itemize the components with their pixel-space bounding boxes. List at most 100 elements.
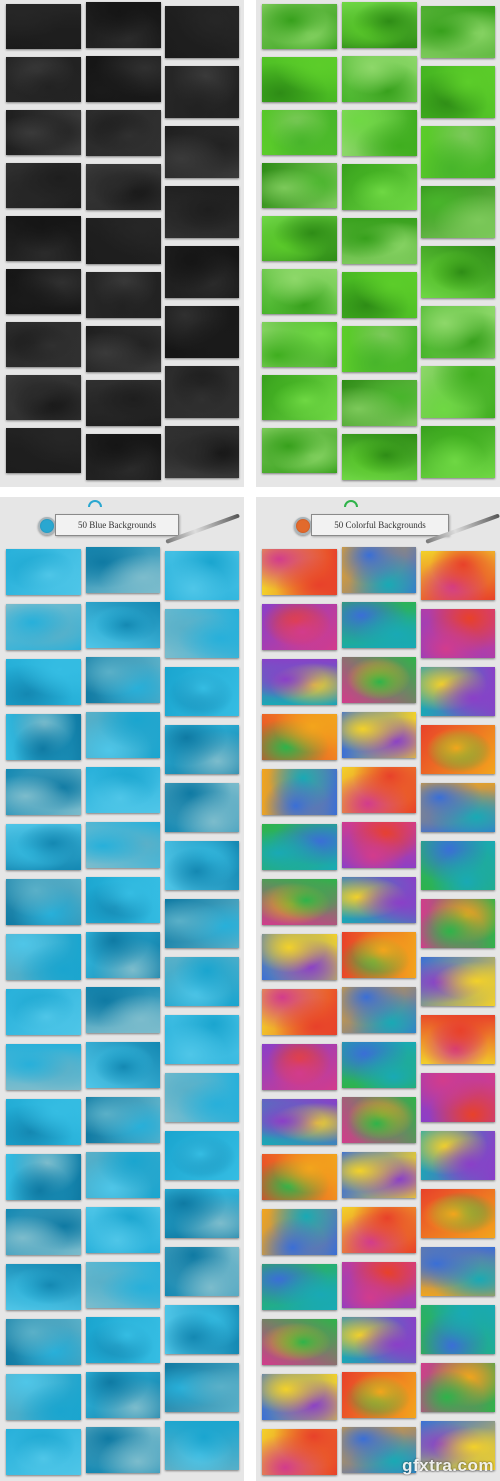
background-thumbnail	[262, 934, 337, 980]
background-thumbnail	[262, 604, 337, 650]
background-thumbnail	[421, 66, 495, 118]
background-thumbnail	[86, 712, 160, 758]
background-thumbnail	[342, 1042, 416, 1088]
background-thumbnail	[165, 725, 239, 774]
background-thumbnail	[6, 1099, 81, 1145]
background-thumbnail	[262, 714, 337, 760]
background-thumbnail	[421, 246, 495, 298]
background-thumbnail	[6, 4, 81, 49]
background-thumbnail	[342, 380, 417, 426]
background-thumbnail	[86, 110, 161, 156]
background-thumbnail	[86, 767, 160, 813]
background-thumbnail	[262, 163, 337, 208]
background-thumbnail	[421, 1073, 495, 1122]
background-thumbnail	[165, 1305, 239, 1354]
background-thumbnail	[342, 434, 417, 480]
background-thumbnail	[262, 1264, 337, 1310]
background-thumbnail	[421, 899, 495, 948]
background-thumbnail	[6, 1044, 81, 1090]
background-thumbnail	[421, 725, 495, 774]
background-thumbnail	[165, 6, 239, 58]
background-thumbnail	[165, 609, 239, 658]
background-thumbnail	[165, 957, 239, 1006]
background-thumbnail	[6, 57, 81, 102]
watermark: gfxtra.com	[402, 1456, 494, 1475]
background-thumbnail	[165, 1247, 239, 1296]
background-thumbnail	[262, 4, 337, 49]
background-thumbnail	[165, 1015, 239, 1064]
background-thumbnail	[262, 1044, 337, 1090]
background-thumbnail	[421, 6, 495, 58]
background-thumbnail	[342, 987, 416, 1033]
background-thumbnail	[421, 186, 495, 238]
panel-black-backgrounds	[0, 0, 244, 487]
background-thumbnail	[165, 841, 239, 890]
background-thumbnail	[342, 1152, 416, 1198]
background-thumbnail	[165, 899, 239, 948]
background-thumbnail	[86, 218, 161, 264]
background-thumbnail	[342, 1372, 416, 1418]
background-thumbnail	[421, 1015, 495, 1064]
color-badge-icon	[38, 517, 56, 535]
background-thumbnail	[421, 126, 495, 178]
background-thumbnail	[165, 126, 239, 178]
panel-green-backgrounds	[256, 0, 500, 487]
background-thumbnail	[421, 957, 495, 1006]
background-thumbnail	[86, 1262, 160, 1308]
background-thumbnail	[421, 1363, 495, 1412]
background-thumbnail	[165, 306, 239, 358]
background-thumbnail	[6, 216, 81, 261]
background-thumbnail	[342, 56, 417, 102]
background-thumbnail	[86, 164, 161, 210]
background-thumbnail	[421, 1189, 495, 1238]
background-thumbnail	[165, 366, 239, 418]
background-thumbnail	[6, 269, 81, 314]
background-thumbnail	[421, 426, 495, 478]
background-thumbnail	[6, 1319, 81, 1365]
background-thumbnail	[6, 604, 81, 650]
background-thumbnail	[6, 659, 81, 705]
background-thumbnail	[165, 551, 239, 600]
background-thumbnail	[165, 246, 239, 298]
background-thumbnail	[342, 932, 416, 978]
background-thumbnail	[421, 1305, 495, 1354]
background-thumbnail	[342, 110, 417, 156]
background-thumbnail	[262, 375, 337, 420]
background-thumbnail	[165, 667, 239, 716]
background-thumbnail	[6, 824, 81, 870]
background-thumbnail	[86, 56, 161, 102]
background-thumbnail	[342, 164, 417, 210]
background-thumbnail	[165, 1421, 239, 1470]
background-thumbnail	[262, 269, 337, 314]
background-thumbnail	[262, 1374, 337, 1420]
color-badge-icon	[294, 517, 312, 535]
background-thumbnail	[262, 428, 337, 473]
background-thumbnail	[262, 1429, 337, 1475]
background-thumbnail	[262, 1099, 337, 1145]
background-thumbnail	[421, 609, 495, 658]
background-thumbnail	[86, 2, 161, 48]
background-thumbnail	[165, 1189, 239, 1238]
background-thumbnail	[342, 657, 416, 703]
background-thumbnail	[421, 1247, 495, 1296]
background-thumbnail	[421, 841, 495, 890]
background-thumbnail	[86, 932, 160, 978]
badge-top-icon	[88, 500, 102, 507]
background-thumbnail	[6, 110, 81, 155]
background-thumbnail	[342, 326, 417, 372]
panel-title: 50 Colorful Backgrounds	[311, 514, 449, 536]
background-thumbnail	[86, 1427, 160, 1473]
background-thumbnail	[342, 547, 416, 593]
background-thumbnail	[342, 272, 417, 318]
background-thumbnail	[86, 1042, 160, 1088]
background-thumbnail	[165, 783, 239, 832]
background-thumbnail	[86, 602, 160, 648]
background-thumbnail	[86, 272, 161, 318]
background-thumbnail	[421, 667, 495, 716]
background-thumbnail	[86, 1097, 160, 1143]
background-thumbnail	[421, 366, 495, 418]
panel-colorful-backgrounds: 50 Colorful Backgrounds gfxtra.com	[256, 497, 500, 1481]
background-thumbnail	[342, 602, 416, 648]
background-thumbnail	[86, 987, 160, 1033]
background-thumbnail	[86, 1372, 160, 1418]
